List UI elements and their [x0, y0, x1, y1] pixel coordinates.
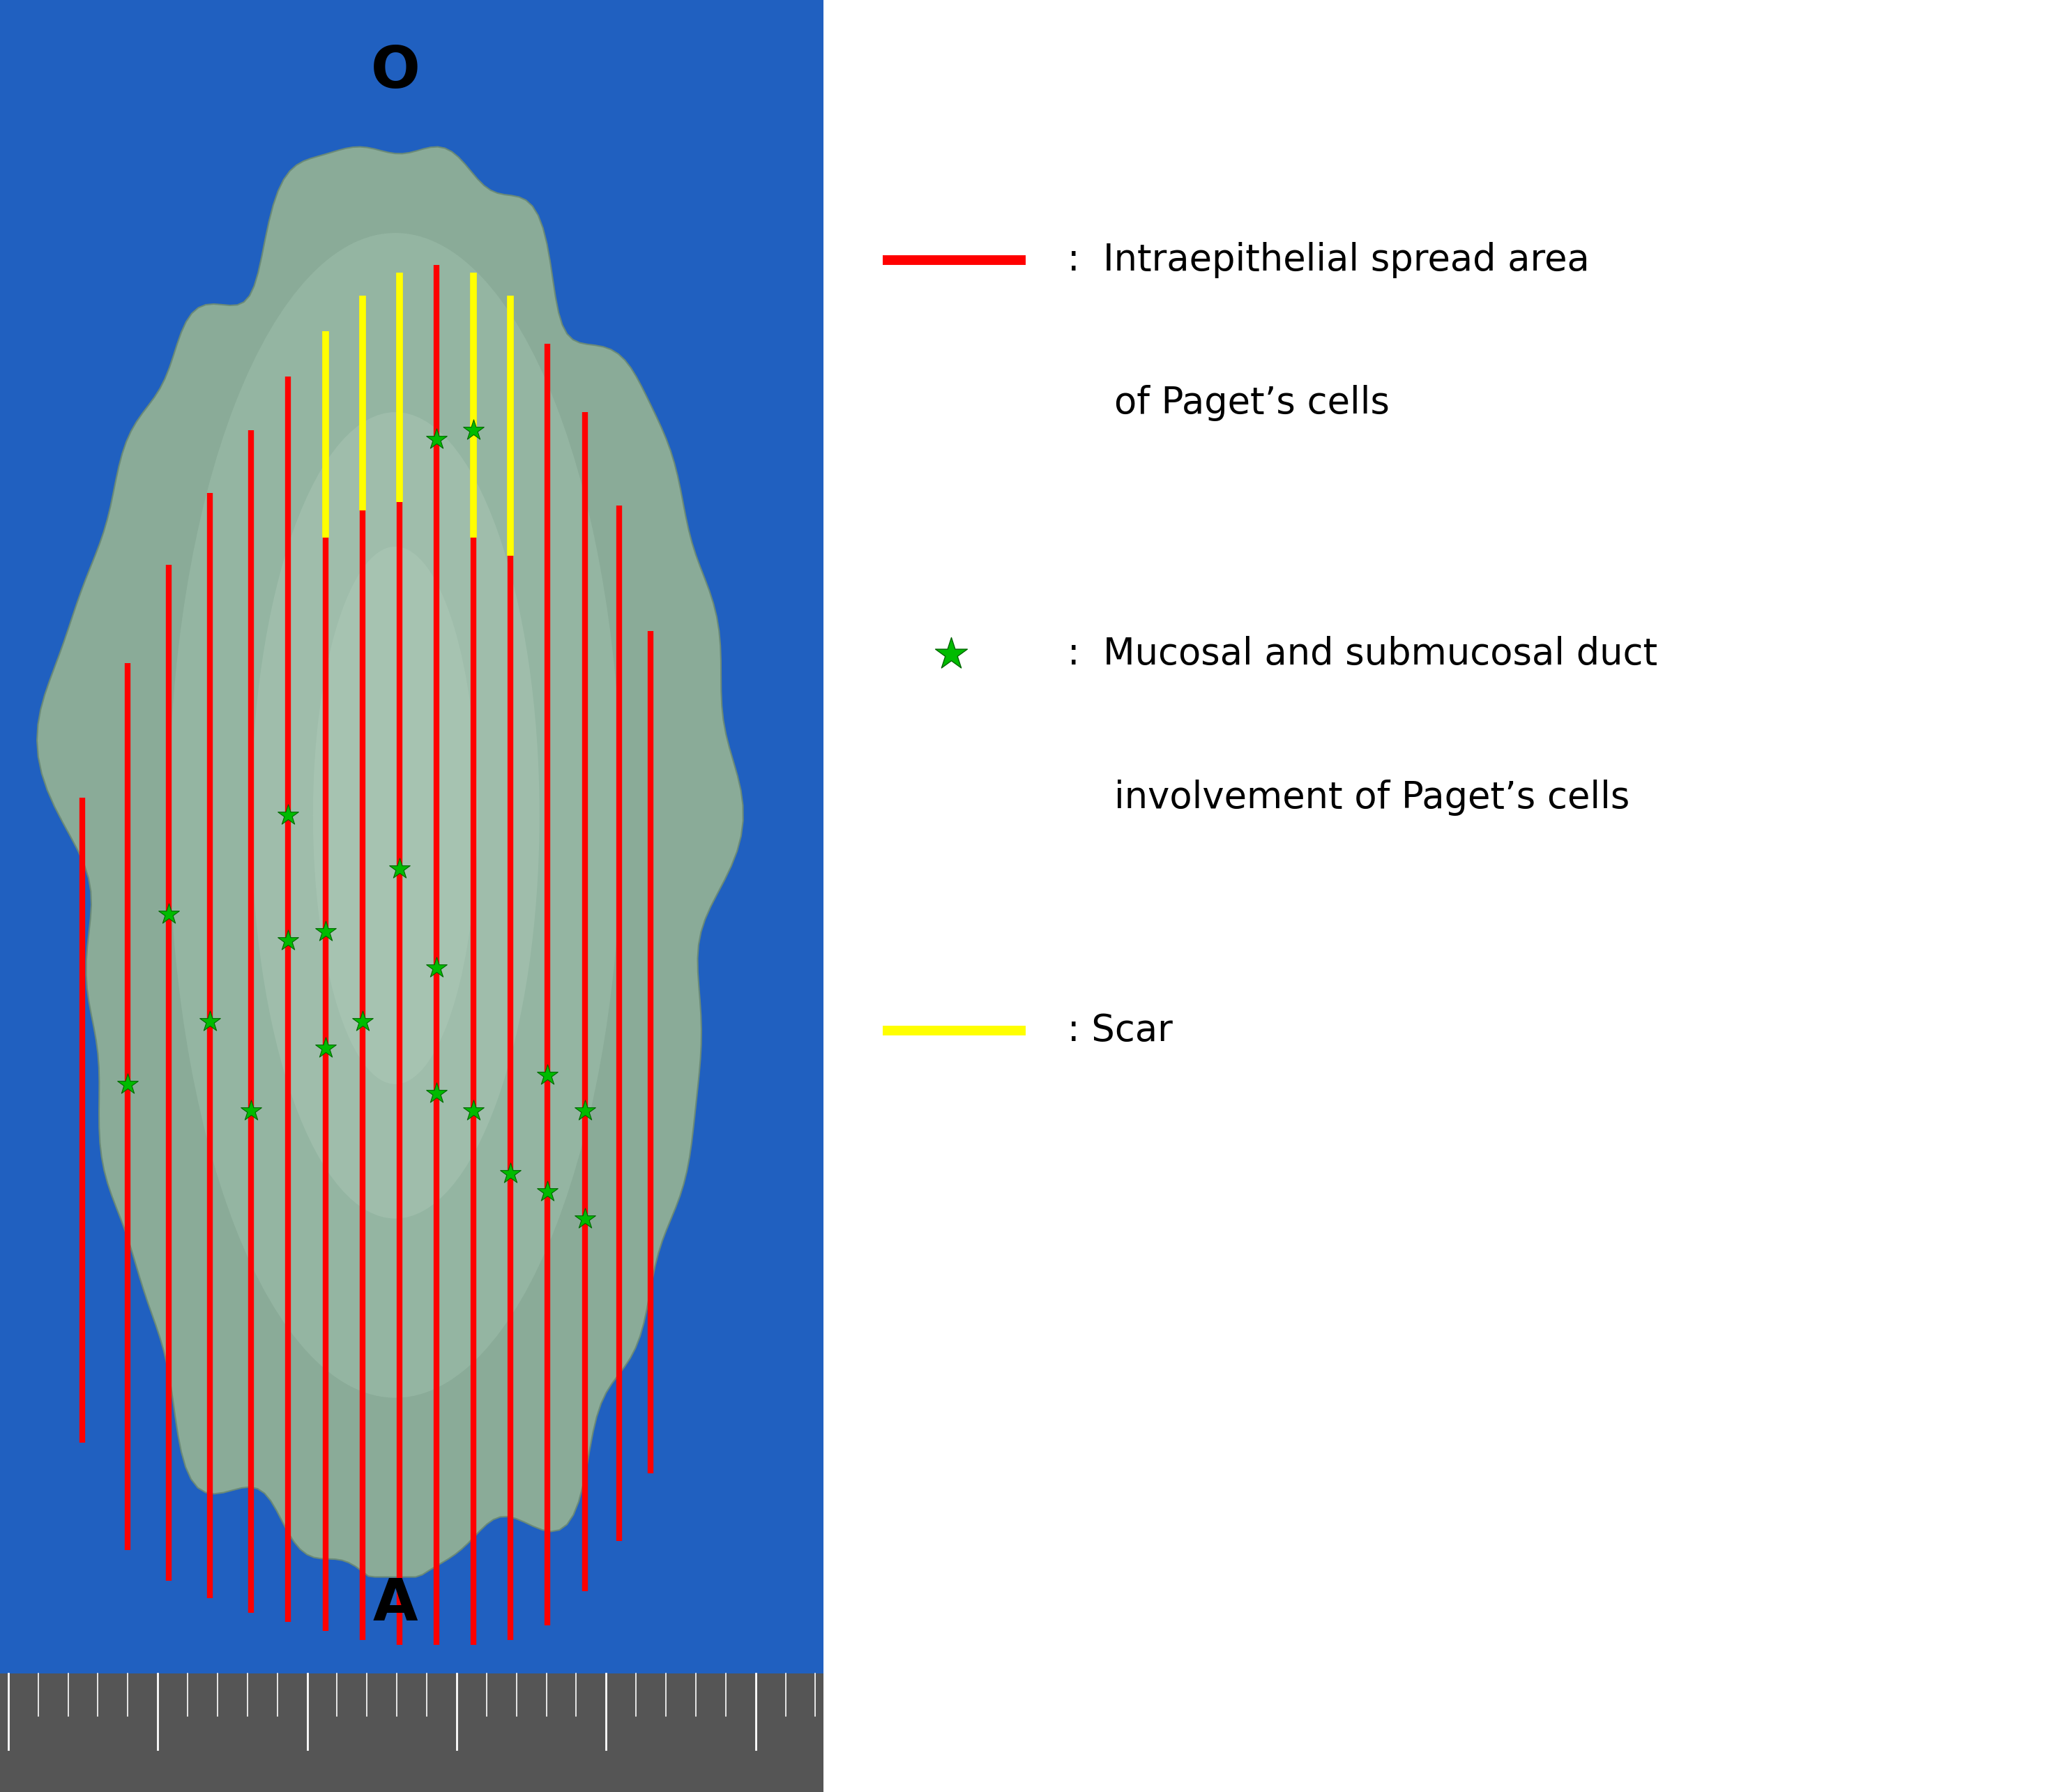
- Text: A: A: [373, 1575, 418, 1633]
- Point: [346, 1007, 379, 1036]
- Text: : Scar: : Scar: [1069, 1012, 1174, 1048]
- Text: :  Mucosal and submucosal duct: : Mucosal and submucosal duct: [1069, 636, 1657, 672]
- Point: [457, 416, 490, 444]
- Point: [935, 640, 968, 668]
- Polygon shape: [37, 147, 743, 1577]
- Point: [235, 1097, 268, 1125]
- Point: [111, 1070, 144, 1098]
- Point: [457, 1097, 490, 1125]
- Ellipse shape: [169, 233, 622, 1398]
- Text: :  Intraepithelial spread area: : Intraepithelial spread area: [1069, 242, 1590, 278]
- Point: [420, 425, 453, 453]
- Point: [420, 1079, 453, 1107]
- Point: [568, 1204, 601, 1233]
- Point: [272, 801, 305, 830]
- Text: of Paget’s cells: of Paget’s cells: [1069, 385, 1390, 421]
- Bar: [0, 1674, 824, 1792]
- Point: [494, 1159, 527, 1188]
- Text: O: O: [371, 43, 420, 100]
- Point: [420, 953, 453, 982]
- Point: [272, 926, 305, 955]
- Point: [309, 918, 342, 946]
- Text: involvement of Paget’s cells: involvement of Paget’s cells: [1069, 780, 1631, 815]
- Point: [152, 900, 185, 928]
- Ellipse shape: [313, 547, 478, 1084]
- Point: [568, 1097, 601, 1125]
- Point: [194, 1007, 226, 1036]
- Point: [531, 1177, 564, 1206]
- Point: [531, 1061, 564, 1090]
- Point: [383, 855, 416, 883]
- Point: [309, 1034, 342, 1063]
- Ellipse shape: [251, 412, 539, 1219]
